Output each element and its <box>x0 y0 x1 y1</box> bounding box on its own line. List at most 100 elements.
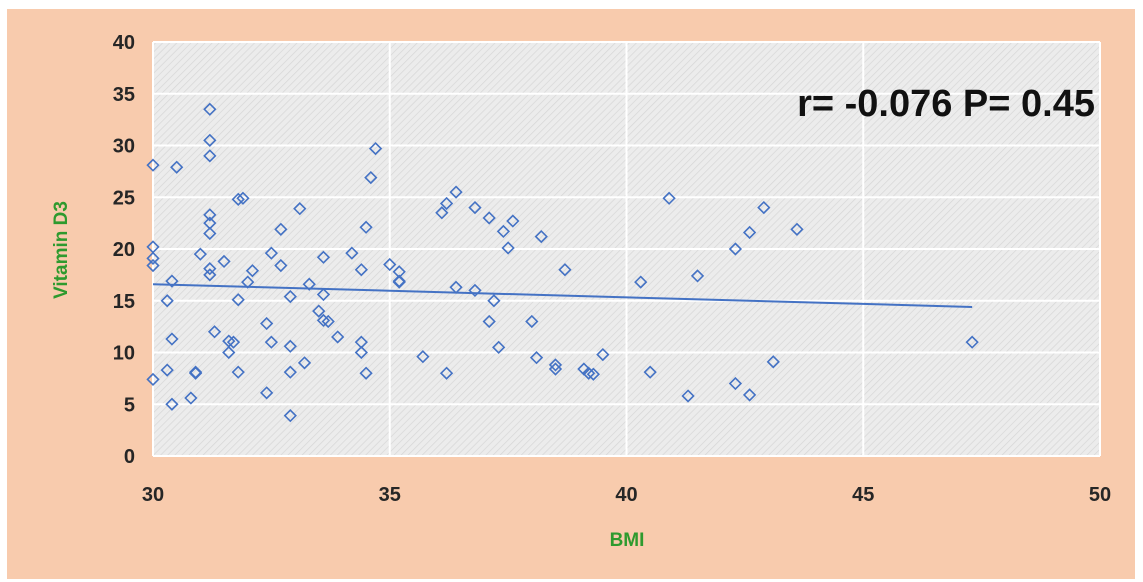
data-point <box>482 211 496 225</box>
data-point <box>416 350 430 364</box>
data-point <box>160 363 174 377</box>
y-tick-label: 20 <box>113 239 135 261</box>
data-point <box>596 347 610 362</box>
data-point <box>506 214 520 228</box>
y-tick-label: 5 <box>124 394 135 416</box>
data-point <box>728 376 743 391</box>
data-point <box>316 287 331 302</box>
data-point <box>690 269 705 283</box>
data-point <box>449 185 463 199</box>
y-tick-label: 30 <box>113 136 135 158</box>
data-point <box>264 246 279 260</box>
data-point <box>203 149 217 163</box>
data-point <box>231 192 245 206</box>
data-point <box>345 246 359 260</box>
data-point <box>359 366 373 380</box>
data-point <box>790 222 804 236</box>
data-point <box>207 325 222 339</box>
x-tick-label: 35 <box>379 484 401 506</box>
data-point <box>468 200 482 215</box>
data-point <box>316 313 331 328</box>
data-point <box>165 274 179 288</box>
data-point <box>439 366 454 380</box>
data-point <box>392 274 406 288</box>
data-point <box>245 264 260 278</box>
x-axis-ticks: 30 35 40 45 50 <box>142 484 1111 506</box>
data-point <box>231 293 245 307</box>
data-point <box>184 391 198 405</box>
data-point <box>321 314 335 329</box>
correlation-annotation: r= -0.076 P= 0.45 <box>797 83 1095 125</box>
data-point <box>165 332 179 346</box>
data-point <box>525 314 539 329</box>
y-tick-label: 0 <box>124 446 135 468</box>
data-point <box>260 316 274 331</box>
data-point <box>766 355 780 369</box>
data-point <box>236 191 250 205</box>
x-tick-label: 40 <box>615 484 637 506</box>
data-point <box>742 388 757 402</box>
data-point <box>274 258 288 273</box>
data-point <box>217 254 231 269</box>
data-point <box>264 335 279 349</box>
data-point <box>283 409 297 423</box>
data-point <box>487 294 501 308</box>
data-point <box>260 386 274 400</box>
x-tick-label: 45 <box>852 484 874 506</box>
y-tick-label: 35 <box>113 84 135 106</box>
data-point <box>160 294 174 308</box>
data-point <box>226 335 241 349</box>
data-point <box>203 208 217 222</box>
data-point <box>170 160 184 174</box>
data-point <box>548 358 563 372</box>
data-point <box>529 351 544 365</box>
x-tick-label: 50 <box>1089 484 1111 506</box>
data-point <box>312 304 326 318</box>
data-point <box>534 229 548 244</box>
data-point <box>203 262 217 276</box>
data-point <box>165 397 179 411</box>
data-point <box>439 196 454 211</box>
data-point <box>492 340 506 354</box>
trendline-group <box>152 283 973 308</box>
data-point <box>742 225 757 240</box>
y-axis-ticks: 0 5 10 15 20 25 30 35 40 <box>113 32 135 468</box>
data-point <box>468 283 482 298</box>
data-point <box>283 365 297 379</box>
data-point <box>283 289 297 304</box>
data-point <box>681 389 695 403</box>
data-point <box>146 158 160 172</box>
data-point <box>548 362 563 376</box>
data-point <box>449 280 463 294</box>
data-point <box>203 226 217 241</box>
data-point <box>496 224 511 239</box>
data-point <box>662 191 676 205</box>
y-tick-label: 40 <box>113 32 135 54</box>
data-point <box>231 365 245 379</box>
data-point <box>581 366 596 380</box>
x-tick-label: 30 <box>142 484 164 506</box>
x-axis-title: BMI <box>610 530 645 551</box>
data-point <box>359 220 373 234</box>
data-point <box>283 339 297 353</box>
data-point <box>757 200 771 215</box>
data-point <box>383 257 397 272</box>
data-point <box>634 275 648 289</box>
data-point <box>188 365 203 379</box>
data-point <box>316 250 331 264</box>
data-point <box>331 330 345 344</box>
data-point <box>274 222 288 236</box>
data-point <box>643 365 657 379</box>
data-point <box>146 258 160 273</box>
y-tick-label: 10 <box>113 343 135 365</box>
data-point <box>558 263 572 277</box>
data-point <box>354 345 368 360</box>
gridlines <box>152 41 1101 457</box>
data-point <box>203 102 217 116</box>
data-point <box>203 268 217 282</box>
data-point <box>222 345 236 360</box>
data-point <box>193 247 207 261</box>
data-point <box>728 242 743 256</box>
data-point <box>501 241 515 255</box>
